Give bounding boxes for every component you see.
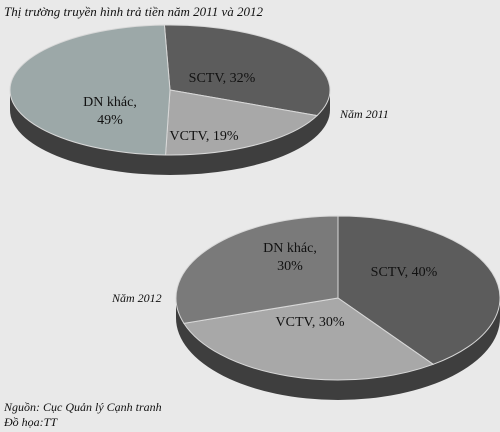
pie-2011-slice-vctv [164,89,319,156]
chart-title: Thị trường truyền hình trả tiền năm 2011… [4,4,263,19]
pie-2012-slice-dn-khac [175,215,339,324]
pie-2012-rim [176,298,500,400]
pie-2012-year-label: Năm 2012 [111,291,162,305]
pie-2011: SCTV, 32% VCTV, 19% DN khác, 49% Năm 201… [9,24,389,175]
pie-2011-label-sctv: SCTV, 32% [189,71,256,86]
source-note: Nguồn: Cục Quản lý Cạnh tranh [4,400,162,414]
pie-2011-year-label: Năm 2011 [339,107,389,121]
pie-2012-label-dn-khac-value: 30% [277,259,303,274]
pie-2012-label-vctv: VCTV, 30% [276,315,345,330]
pie-2012: SCTV, 40% VCTV, 30% DN khác, 30% Năm 201… [111,215,500,400]
pie-2011-label-dn-khac-name: DN khác, [83,95,137,110]
pie-2012-slice-sctv [337,215,500,365]
pie-2011-rim [10,90,330,175]
pie-2012-label-sctv: SCTV, 40% [371,265,438,280]
pie-2011-label-vctv: VCTV, 19% [170,129,239,144]
pie-2011-slice-dn-khac [9,24,171,156]
pie-2012-label-dn-khac-name: DN khác, [263,241,317,256]
graphic-credit: Đồ họa:TT [4,415,58,429]
pie-2011-label-dn-khac-value: 49% [97,113,123,128]
pie-2011-slice-sctv [163,24,331,117]
pie-2012-slice-vctv [183,297,435,381]
chart-footer: Nguồn: Cục Quản lý Cạnh tranh Đồ họa:TT [4,400,162,430]
